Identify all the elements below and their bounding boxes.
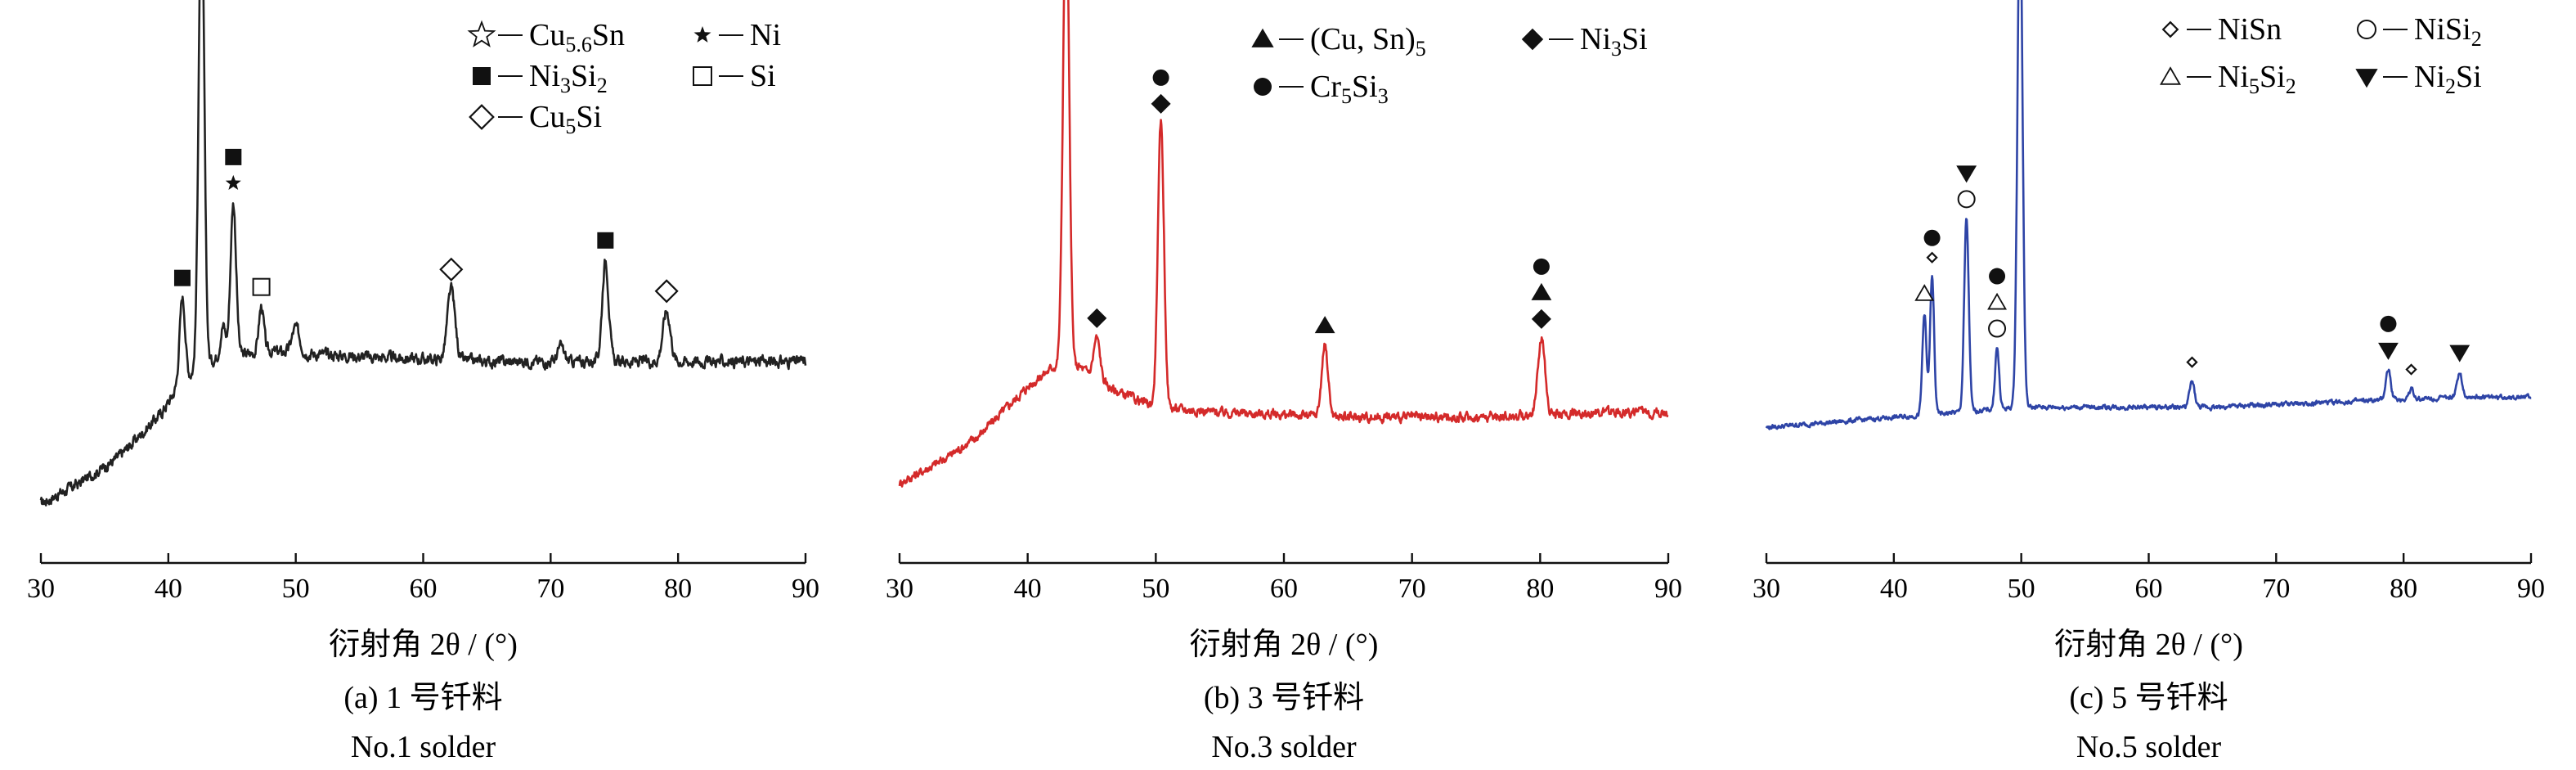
spectrum-line-b xyxy=(898,0,1669,488)
panel-c: NiSn NiSi2 Ni5Si2 Ni2Si 30 40 50 60 70 80 90 衍射角 … xyxy=(1752,0,2545,764)
circle-filled-marker xyxy=(2380,315,2397,332)
x-tick-label: 60 xyxy=(1270,574,1298,604)
legend-a: Cu5.6Sn Ni Ni3Si2 Si Cu5Si xyxy=(467,18,781,138)
spectrum-line-a xyxy=(39,0,807,507)
x-tick-label: 50 xyxy=(1142,574,1169,604)
x-tick-label: 30 xyxy=(1752,574,1780,604)
diamond-open-marker xyxy=(654,279,679,304)
diamond-filled-marker xyxy=(1087,308,1107,328)
diamond-filled-legend-symbol xyxy=(1521,28,1544,51)
x-tick-label: 50 xyxy=(282,574,310,604)
triangle-up-open-marker xyxy=(1987,292,2008,310)
legend-label: Ni5Si2 xyxy=(2218,60,2296,98)
legend-label: Cr5Si3 xyxy=(1310,70,1389,108)
x-tick-label: 90 xyxy=(2517,574,2545,604)
x-axis-label-b: 衍射角 2θ / (°) xyxy=(1190,628,1379,662)
square-open-legend-symbol xyxy=(693,66,712,86)
diamond-open-small-marker xyxy=(2405,363,2417,376)
caption-cn-c: (c) 5 号钎料 xyxy=(2069,681,2228,715)
x-ticks-a: 30 40 50 60 70 80 90 xyxy=(27,553,819,604)
diamond-open-legend-symbol xyxy=(469,104,495,130)
diamond-filled-marker xyxy=(1151,93,1171,114)
circle-open-marker xyxy=(1988,319,2007,338)
square-filled-legend-symbol xyxy=(473,67,491,85)
x-tick-label: 40 xyxy=(1880,574,1908,604)
caption-en-c: No.5 solder xyxy=(2076,730,2222,764)
legend-label: Cu5Si xyxy=(529,100,602,138)
caption-en-b: No.3 solder xyxy=(1211,730,1357,764)
panel-b: (Cu, Sn)5 Ni3Si Cr5Si3 30 40 50 60 70 80 90 衍射角 … xyxy=(886,0,1682,764)
circle-filled-marker xyxy=(1533,258,1550,275)
x-tick-label: 90 xyxy=(792,574,819,604)
x-tick-label: 70 xyxy=(536,574,564,604)
diamond-filled-marker xyxy=(1531,308,1551,329)
x-tick-label: 80 xyxy=(664,574,692,604)
square-filled-marker xyxy=(173,269,191,286)
peak-markers-c xyxy=(1914,165,2471,376)
legend-label: (Cu, Sn)5 xyxy=(1310,22,1426,61)
triangle-down-filled-legend-symbol xyxy=(2355,69,2378,88)
circle-filled-marker xyxy=(1152,69,1169,86)
star-filled-legend-symbol xyxy=(693,26,711,43)
triangle-up-filled-marker xyxy=(1531,282,1552,300)
x-tick-label: 90 xyxy=(1654,574,1682,604)
triangle-up-filled-marker xyxy=(1314,316,1335,334)
x-tick-label: 80 xyxy=(1526,574,1554,604)
square-filled-marker xyxy=(597,232,614,249)
x-tick-label: 30 xyxy=(886,574,913,604)
spectrum-line-c xyxy=(1765,0,2532,430)
circle-filled-marker xyxy=(1989,268,2006,285)
caption-cn-a: (a) 1 号钎料 xyxy=(343,681,502,715)
legend-label: Ni xyxy=(750,18,781,52)
circle-filled-marker xyxy=(1923,229,1941,246)
x-ticks-b: 30 40 50 60 70 80 90 xyxy=(886,553,1682,604)
legend-label: Cu5.6Sn xyxy=(529,18,625,56)
circle-filled-legend-symbol xyxy=(1254,78,1272,96)
legend-label: Ni3Si2 xyxy=(529,59,608,97)
x-tick-label: 60 xyxy=(2135,574,2163,604)
x-axis-label-a: 衍射角 2θ / (°) xyxy=(329,628,518,662)
diamond-open-marker xyxy=(439,257,464,281)
circle-open-legend-symbol xyxy=(2357,20,2376,39)
legend-b: (Cu, Sn)5 Ni3Si Cr5Si3 xyxy=(1251,22,1648,108)
caption-en-a: No.1 solder xyxy=(351,730,496,764)
triangle-up-open-legend-symbol xyxy=(2160,66,2181,85)
diamond-open-small-marker xyxy=(2186,356,2198,368)
x-ticks-c: 30 40 50 60 70 80 90 xyxy=(1752,553,2545,604)
star-filled-marker xyxy=(225,174,241,190)
x-tick-label: 70 xyxy=(1398,574,1426,604)
panel-a: Cu5.6Sn Ni Ni3Si2 Si Cu5Si 30 40 50 60 70 80 90 衍射… xyxy=(27,0,819,764)
legend-label: Ni2Si xyxy=(2414,60,2482,98)
x-tick-label: 40 xyxy=(1014,574,1042,604)
legend-label: NiSn xyxy=(2218,12,2282,47)
triangle-down-filled-marker xyxy=(2449,344,2471,362)
star-open-legend-symbol xyxy=(467,20,496,47)
x-tick-label: 80 xyxy=(2390,574,2417,604)
square-filled-marker xyxy=(225,148,242,165)
triangle-down-filled-marker xyxy=(1956,165,1977,183)
legend-label: Si xyxy=(750,59,776,93)
x-tick-label: 40 xyxy=(155,574,182,604)
x-tick-label: 50 xyxy=(2008,574,2035,604)
triangle-up-open-marker xyxy=(1914,284,1935,301)
caption-cn-b: (b) 3 号钎料 xyxy=(1204,681,1364,715)
triangle-down-filled-marker xyxy=(2378,342,2399,360)
diamond-open-small-legend-symbol xyxy=(2161,20,2179,38)
peak-markers-b xyxy=(1087,69,1552,334)
diamond-open-small-marker xyxy=(1926,251,1938,263)
legend-label: Ni3Si xyxy=(1580,22,1648,61)
circle-open-marker xyxy=(1957,190,1976,209)
legend-c: NiSn NiSi2 Ni5Si2 Ni2Si xyxy=(2160,12,2482,98)
x-tick-label: 30 xyxy=(27,574,55,604)
x-axis-label-c: 衍射角 2θ / (°) xyxy=(2054,628,2243,662)
legend-label: NiSi2 xyxy=(2414,12,2482,51)
triangle-up-filled-legend-symbol xyxy=(1251,28,1274,47)
x-tick-label: 60 xyxy=(410,574,438,604)
square-open-marker xyxy=(252,277,271,296)
x-tick-label: 70 xyxy=(2262,574,2290,604)
peak-markers-a xyxy=(173,148,679,304)
